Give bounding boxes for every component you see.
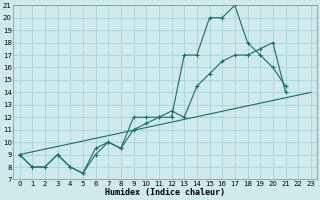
X-axis label: Humidex (Indice chaleur): Humidex (Indice chaleur) bbox=[105, 188, 225, 197]
